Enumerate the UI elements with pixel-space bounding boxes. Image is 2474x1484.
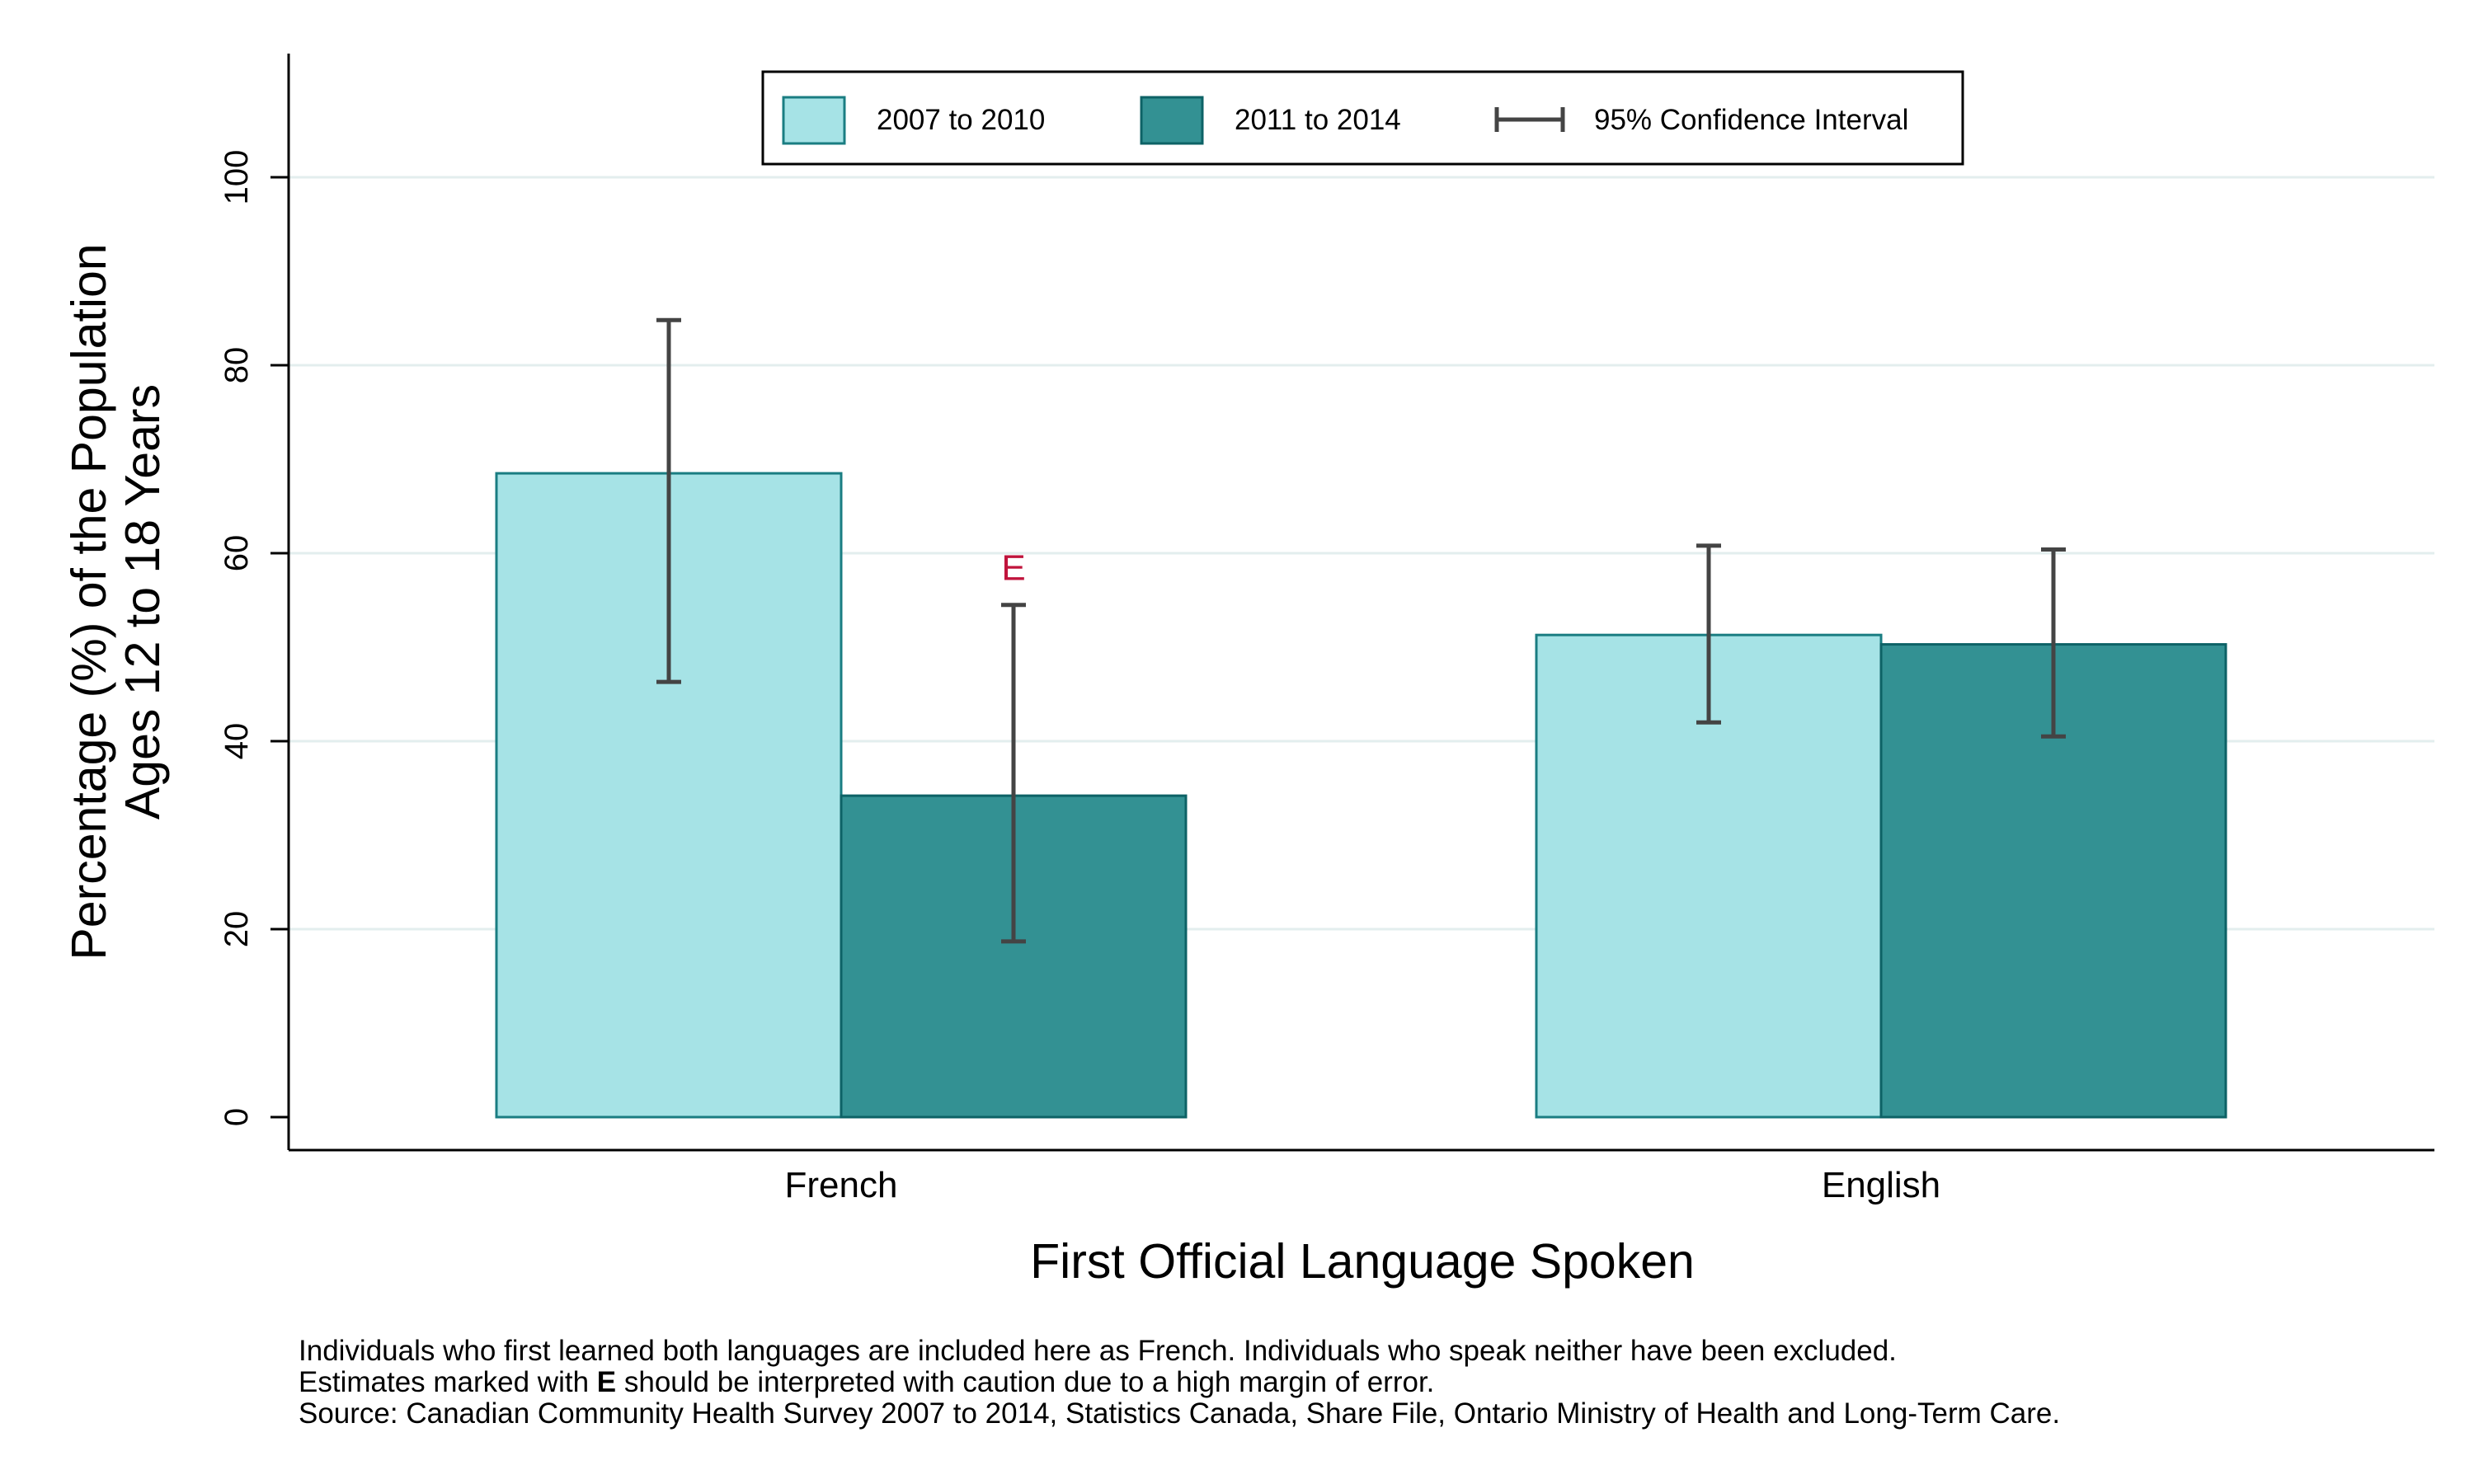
- bars: [495, 472, 2227, 1119]
- legend-label-2007-to-2010: 2007 to 2010: [877, 104, 1045, 136]
- y-tick-label: 20: [219, 911, 255, 948]
- footnote-line-2-prefix: Estimates marked with: [299, 1366, 597, 1398]
- y-tick-label: 100: [219, 150, 255, 205]
- y-tick-label: 40: [219, 723, 255, 760]
- footnote-line-2: Estimates marked with E should be interp…: [299, 1367, 2060, 1398]
- legend-ci-icon: [1494, 107, 1565, 132]
- legend-swatch-2007-to-2010: [782, 96, 846, 145]
- x-axis-title: First Official Language Spoken: [1030, 1234, 1695, 1289]
- error-bar-french-2011-to-2014: [1001, 603, 1026, 944]
- y-axis-title-line1: Percentage (%) of the Population: [62, 243, 116, 960]
- legend-frame: [761, 70, 1964, 166]
- legend-swatch-2011-to-2014: [1140, 96, 1204, 145]
- legend-label-ci: 95% Confidence Interval: [1594, 104, 1908, 136]
- axes: [287, 54, 2434, 1152]
- footnote-line-2-bold: E: [596, 1366, 617, 1398]
- error-bar-french-2007-to-2010: [656, 317, 681, 684]
- error-bar-english-2011-to-2014: [2041, 547, 2066, 739]
- error-bar-english-2007-to-2010: [1696, 543, 1721, 725]
- x-tick-label-french: French: [785, 1165, 898, 1205]
- x-tick-labels: French English: [785, 1165, 1941, 1205]
- error-bars: [656, 317, 2066, 944]
- footnote-line-1: Individuals who first learned both langu…: [299, 1335, 1897, 1367]
- y-tick-label: 0: [219, 1108, 255, 1126]
- estimate-flag-e: E: [1001, 548, 1025, 589]
- legend-label-2011-to-2014: 2011 to 2014: [1235, 104, 1401, 136]
- y-tick-label: 60: [219, 535, 255, 572]
- y-ticks: 0 20 40 60 80 100: [219, 150, 289, 1126]
- legend: 2007 to 2010 2011 to 2014 95% Confidence…: [761, 70, 1964, 166]
- estimate-flags: E: [1001, 548, 1025, 589]
- y-tick-label: 80: [219, 347, 255, 384]
- x-tick-label-english: English: [1822, 1165, 1940, 1205]
- y-axis-title-line2: Ages 12 to 18 Years: [115, 384, 170, 819]
- y-axis-title: Percentage (%) of the Population Ages 12…: [62, 243, 170, 960]
- footnote-line-3: Source: Canadian Community Health Survey…: [299, 1397, 2061, 1430]
- bar-french-2011-to-2014: [840, 794, 1188, 1119]
- footnote-line-2-suffix: should be interpreted with caution due t…: [616, 1366, 1435, 1398]
- footnotes: Individuals who first learned both langu…: [299, 1336, 2060, 1430]
